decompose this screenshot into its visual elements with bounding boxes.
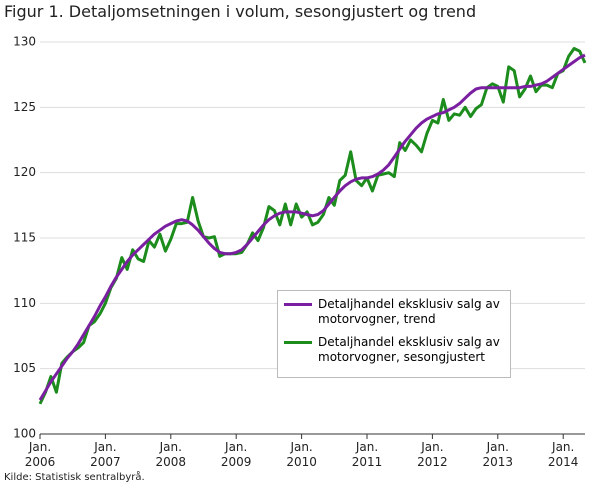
x-tick-label: Jan. 2006 <box>24 440 56 469</box>
y-tick-label: 105 <box>13 361 36 375</box>
x-tick-label: Jan. 2012 <box>417 440 448 469</box>
y-tick-label: 115 <box>13 231 36 245</box>
y-tick-label: 125 <box>13 100 36 114</box>
series-line <box>38 53 586 401</box>
legend: Detaljhandel eksklusiv salg av motorvogn… <box>277 290 511 378</box>
y-tick-label: 110 <box>13 296 36 310</box>
x-tick-label: Jan. 2011 <box>351 440 383 469</box>
x-tick-label: Jan. 2013 <box>482 440 514 469</box>
source: Kilde: Statistisk sentralbyrå. <box>4 472 145 483</box>
chart-title: Figur 1. Detaljomsetningen i volum, seso… <box>4 2 477 21</box>
x-tick-label: Jan. 2008 <box>155 440 187 469</box>
y-tick-label: 100 <box>13 427 36 441</box>
legend-swatch <box>284 303 312 306</box>
legend-label: Detaljhandel eksklusiv salg av motorvogn… <box>318 335 500 364</box>
y-tick-label: 120 <box>13 165 36 179</box>
legend-swatch <box>284 341 312 344</box>
x-tick-label: Jan. 2014 <box>547 440 579 469</box>
legend-item: Detaljhandel eksklusiv salg av motorvogn… <box>284 297 504 327</box>
x-tick-label: Jan. 2007 <box>90 440 121 469</box>
x-tick-label: Jan. 2009 <box>220 440 252 469</box>
x-tick-label: Jan. 2010 <box>286 440 317 469</box>
legend-item: Detaljhandel eksklusiv salg av motorvogn… <box>284 335 504 365</box>
y-tick-label: 130 <box>13 35 36 49</box>
legend-label: Detaljhandel eksklusiv salg av motorvogn… <box>318 297 500 326</box>
